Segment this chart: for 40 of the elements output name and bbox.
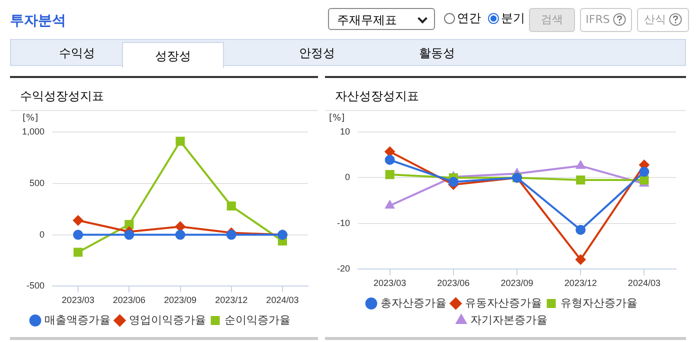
text: 성장성 <box>122 42 224 68</box>
text: IFRS <box>580 8 632 32</box>
legend-label: 총자산증가율 <box>380 298 446 310</box>
x-tick-label: 2023/09 <box>164 295 197 306</box>
text: 활동성 <box>418 45 456 62</box>
text: 분기 <box>501 10 525 27</box>
legend-label: 매출액증가율 <box>44 314 110 327</box>
x-tick-label: 2023/06 <box>112 295 146 306</box>
text: 검색 <box>529 8 575 32</box>
x-tick-label: 2023/09 <box>500 278 534 288</box>
legend-label: 자기자본증가율 <box>470 314 548 327</box>
text: 연간 <box>457 10 481 27</box>
y-tick-label: -20 <box>336 264 350 274</box>
text: 수익성 <box>58 45 96 62</box>
y-axis-title: [%] <box>22 113 38 124</box>
x-tick-label: 2023/03 <box>374 278 406 288</box>
x-tick-label: 2023/12 <box>564 278 597 288</box>
text: 안정성 <box>298 45 336 62</box>
legend-label: 유형자산증가율 <box>560 298 638 310</box>
y-tick-label: 0 <box>40 229 45 240</box>
x-tick-label: 2023/03 <box>62 295 94 306</box>
text: 주재무제표 <box>328 8 435 30</box>
y-tick-label: 0 <box>344 172 350 182</box>
legend-label: 유동자산증가율 <box>464 298 542 310</box>
y-tick-label: -10 <box>336 218 350 228</box>
y-axis-title: [%] <box>329 113 345 124</box>
x-tick-label: 2024/03 <box>628 278 660 288</box>
y-tick-label: 500 <box>29 178 45 188</box>
y-tick-label: -500 <box>26 280 45 291</box>
y-tick-label: 1,000 <box>22 126 45 136</box>
x-tick-label: 2023/06 <box>437 278 470 288</box>
chart-title: 수익성장성지표 <box>20 88 104 105</box>
x-tick-label: 2024/03 <box>266 295 299 306</box>
legend-label: 순이익증가율 <box>224 314 290 327</box>
y-tick-label: 10 <box>340 126 350 136</box>
text: 산식 <box>637 8 689 32</box>
x-tick-label: 2023/12 <box>215 295 248 306</box>
chart-title: 자산성장성지표 <box>335 88 419 105</box>
text: 투자분석 <box>10 12 66 30</box>
legend-label: 영업이익증가율 <box>128 314 206 327</box>
